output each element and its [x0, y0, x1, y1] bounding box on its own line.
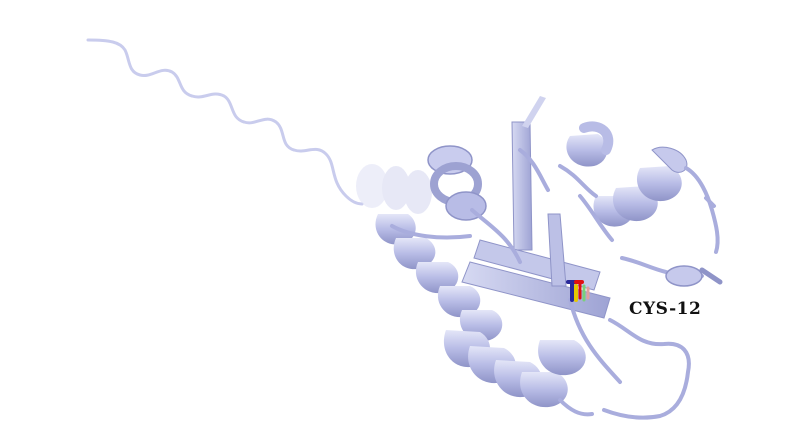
n-terminal-coil: [86, 38, 364, 206]
cys-12-sticks: [566, 280, 590, 302]
coil-loops: [390, 148, 720, 420]
helix-bottom: [443, 330, 586, 408]
helix-back-left: [356, 164, 432, 214]
helix-upper-left: [427, 145, 487, 221]
helix-right: [612, 146, 688, 222]
residue-label: CYS-12: [629, 299, 702, 319]
helix-right-turn: [665, 265, 723, 287]
